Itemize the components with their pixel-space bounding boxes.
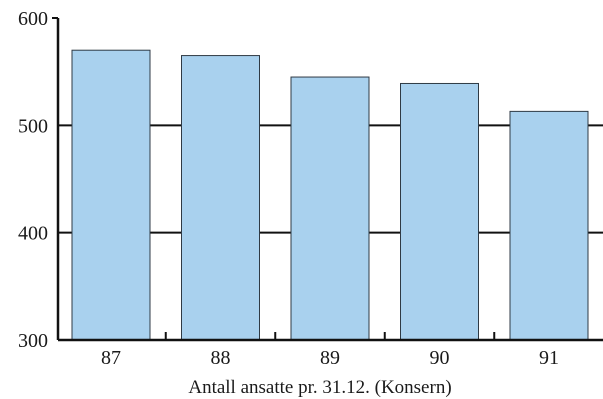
bar-87 [71,49,151,341]
y-tick-labels: 300 400 500 600 [18,8,48,352]
bar-88 [181,55,260,341]
x-tick-label-91: 91 [539,347,559,369]
y-tick-label-400: 400 [18,223,48,245]
bar-89 [290,76,370,341]
bar-90 [400,82,479,341]
x-tick-label-90: 90 [430,347,450,369]
x-tick-label-87: 87 [101,347,121,369]
bar-91 [509,110,589,341]
x-tick-label-88: 88 [211,347,231,369]
x-tick-label-89: 89 [320,347,340,369]
bars [71,49,589,341]
y-tick-label-500: 500 [18,115,48,137]
y-tick-label-600: 600 [18,8,48,30]
x-tick-labels: 87 88 89 90 91 [101,347,559,369]
x-axis-label: Antall ansatte pr. 31.12. (Konsern) [188,377,451,398]
axes [52,17,603,342]
y-tick-label-300: 300 [18,330,48,352]
